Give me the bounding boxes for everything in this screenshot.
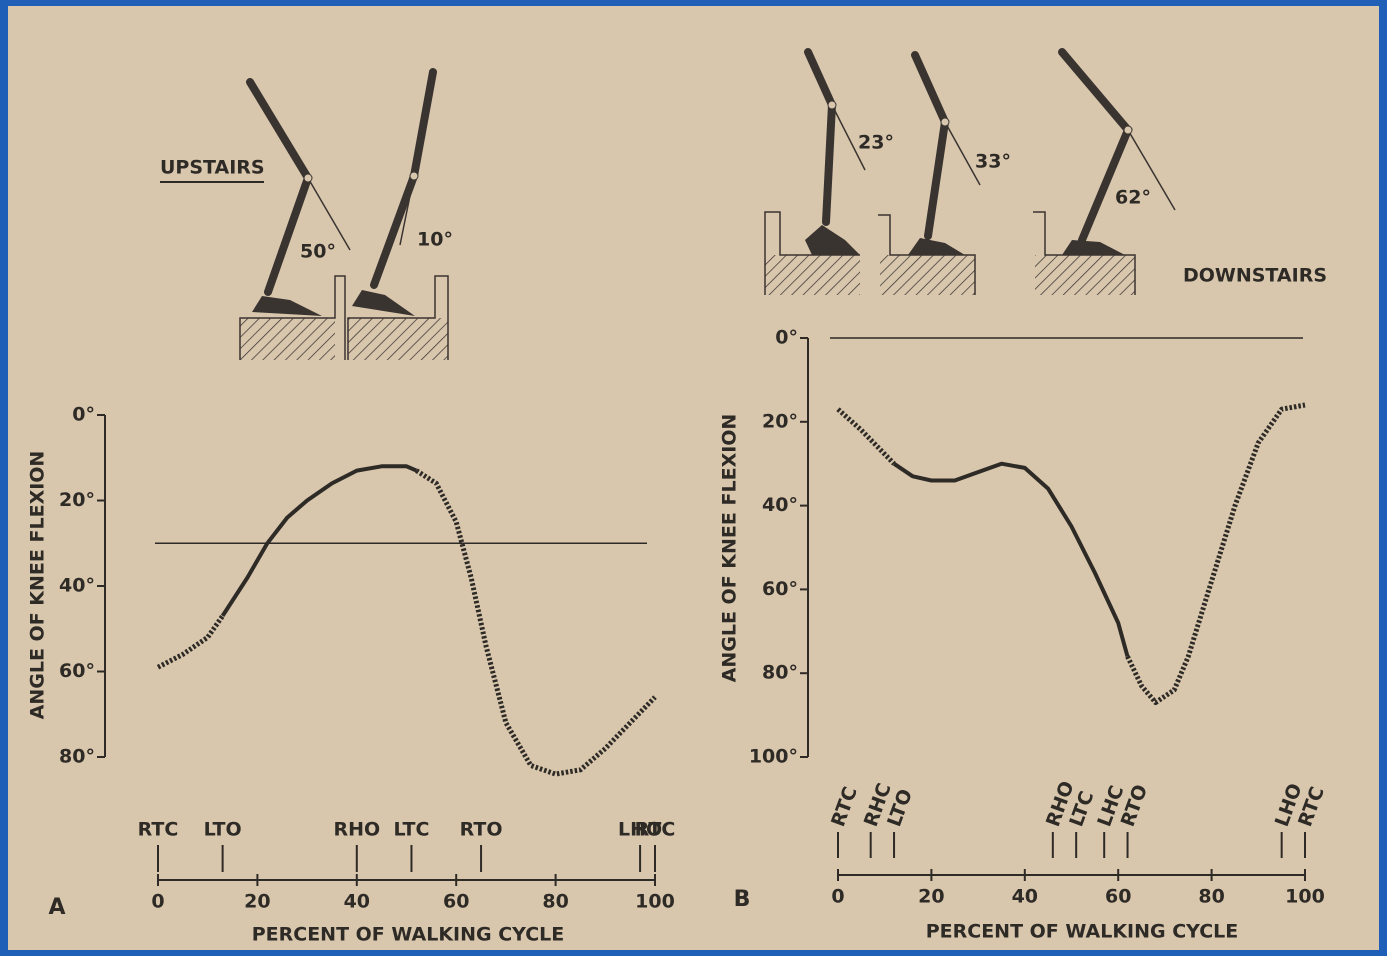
x-tick-label: 60 [1105,886,1131,908]
x-tick-label: 0 [151,891,164,913]
angle-annotation: 62° [1115,187,1151,209]
y-axis-label: ANGLE OF KNEE FLEXION [27,451,49,720]
y-axis-label: ANGLE OF KNEE FLEXION [719,414,741,683]
event-label: RTC [635,819,676,841]
x-tick-label: 40 [344,891,370,913]
chart-title: UPSTAIRS [160,157,265,179]
y-tick-label: 80° [762,662,798,684]
y-tick-label: 60° [762,578,798,600]
x-axis-label: PERCENT OF WALKING CYCLE [252,924,565,946]
y-tick-label: 20° [762,410,798,432]
x-tick-label: 20 [244,891,270,913]
x-tick-label: 40 [1012,886,1038,908]
x-tick-label: 60 [443,891,469,913]
page-paper [8,6,1379,950]
panel-letter: A [48,895,65,920]
y-tick-label: 40° [59,575,95,597]
y-tick-label: 40° [762,494,798,516]
x-axis-label: PERCENT OF WALKING CYCLE [926,921,1239,943]
knee-curve-dotted [156,614,225,670]
x-tick-label: 80 [542,891,568,913]
panel-letter: B [734,887,751,912]
y-tick-label: 0° [72,404,95,426]
event-label: LTC [394,819,430,841]
y-tick-label: 100° [749,746,798,768]
knee-curve-dotted [836,407,896,466]
angle-annotation: 50° [300,241,336,263]
y-tick-label: 20° [59,489,95,511]
chart-title: DOWNSTAIRS [1183,265,1327,287]
figure-upstairs [239,68,449,360]
x-tick-label: 0 [831,886,844,908]
y-tick-label: 0° [775,327,798,349]
y-tick-label: 80° [59,746,95,768]
angle-annotation: 10° [417,229,453,251]
x-tick-label: 80 [1198,886,1224,908]
y-tick-label: 60° [59,660,95,682]
event-label: RHO [333,819,380,841]
event-label: RTC [138,819,179,841]
knee-curve-dotted [415,468,657,777]
figure-downstairs [764,48,1176,295]
x-tick-label: 100 [635,891,675,913]
x-tick-label: 20 [918,886,944,908]
event-label: RTO [460,819,503,841]
knee-curve-solid [220,464,418,617]
knee-curve-solid [892,461,1130,657]
event-label: LHO [618,819,662,841]
angle-annotation: 23° [858,132,894,154]
x-tick-label: 100 [1285,886,1325,908]
event-label: LTO [204,819,242,841]
angle-annotation: 33° [975,151,1011,173]
